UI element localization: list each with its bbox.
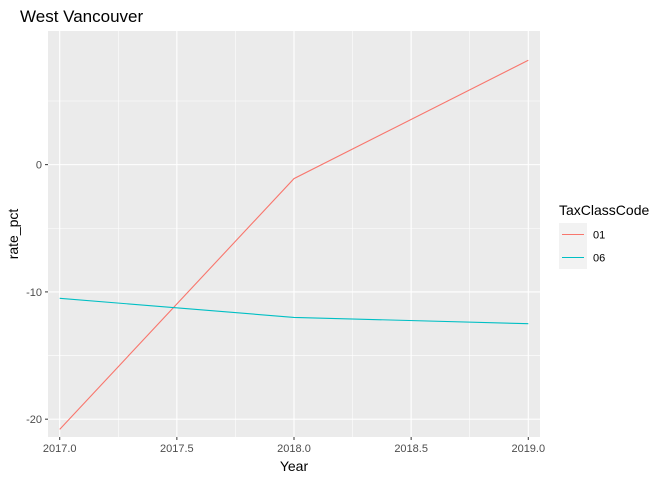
y-axis-title: rate_pct <box>5 209 21 260</box>
y-tick-label: -20 <box>26 414 42 426</box>
x-tick-label: 2018.0 <box>277 443 311 455</box>
series-line-06 <box>59 297 529 325</box>
major-gridlines <box>48 31 540 437</box>
y-tick-label: 0 <box>36 160 42 172</box>
y-axis: -20 -10 0 <box>26 160 48 426</box>
x-tick-label: 2017.0 <box>43 443 77 455</box>
x-axis-title: Year <box>280 458 309 474</box>
x-tick-label: 2019.0 <box>511 443 545 455</box>
legend-title: TaxClassCode <box>559 202 649 218</box>
legend-label: 06 <box>593 253 605 265</box>
series-line-01 <box>59 59 529 430</box>
legend-label: 01 <box>593 230 605 242</box>
y-tick-label: -10 <box>26 287 42 299</box>
chart-title: West Vancouver <box>20 7 143 26</box>
legend: TaxClassCode 01 06 <box>559 202 649 269</box>
x-tick-label: 2017.5 <box>160 443 194 455</box>
series-lines <box>59 59 529 430</box>
x-tick-label: 2018.5 <box>394 443 428 455</box>
x-axis: 2017.0 2017.5 2018.0 2018.5 2019.0 <box>43 437 545 455</box>
